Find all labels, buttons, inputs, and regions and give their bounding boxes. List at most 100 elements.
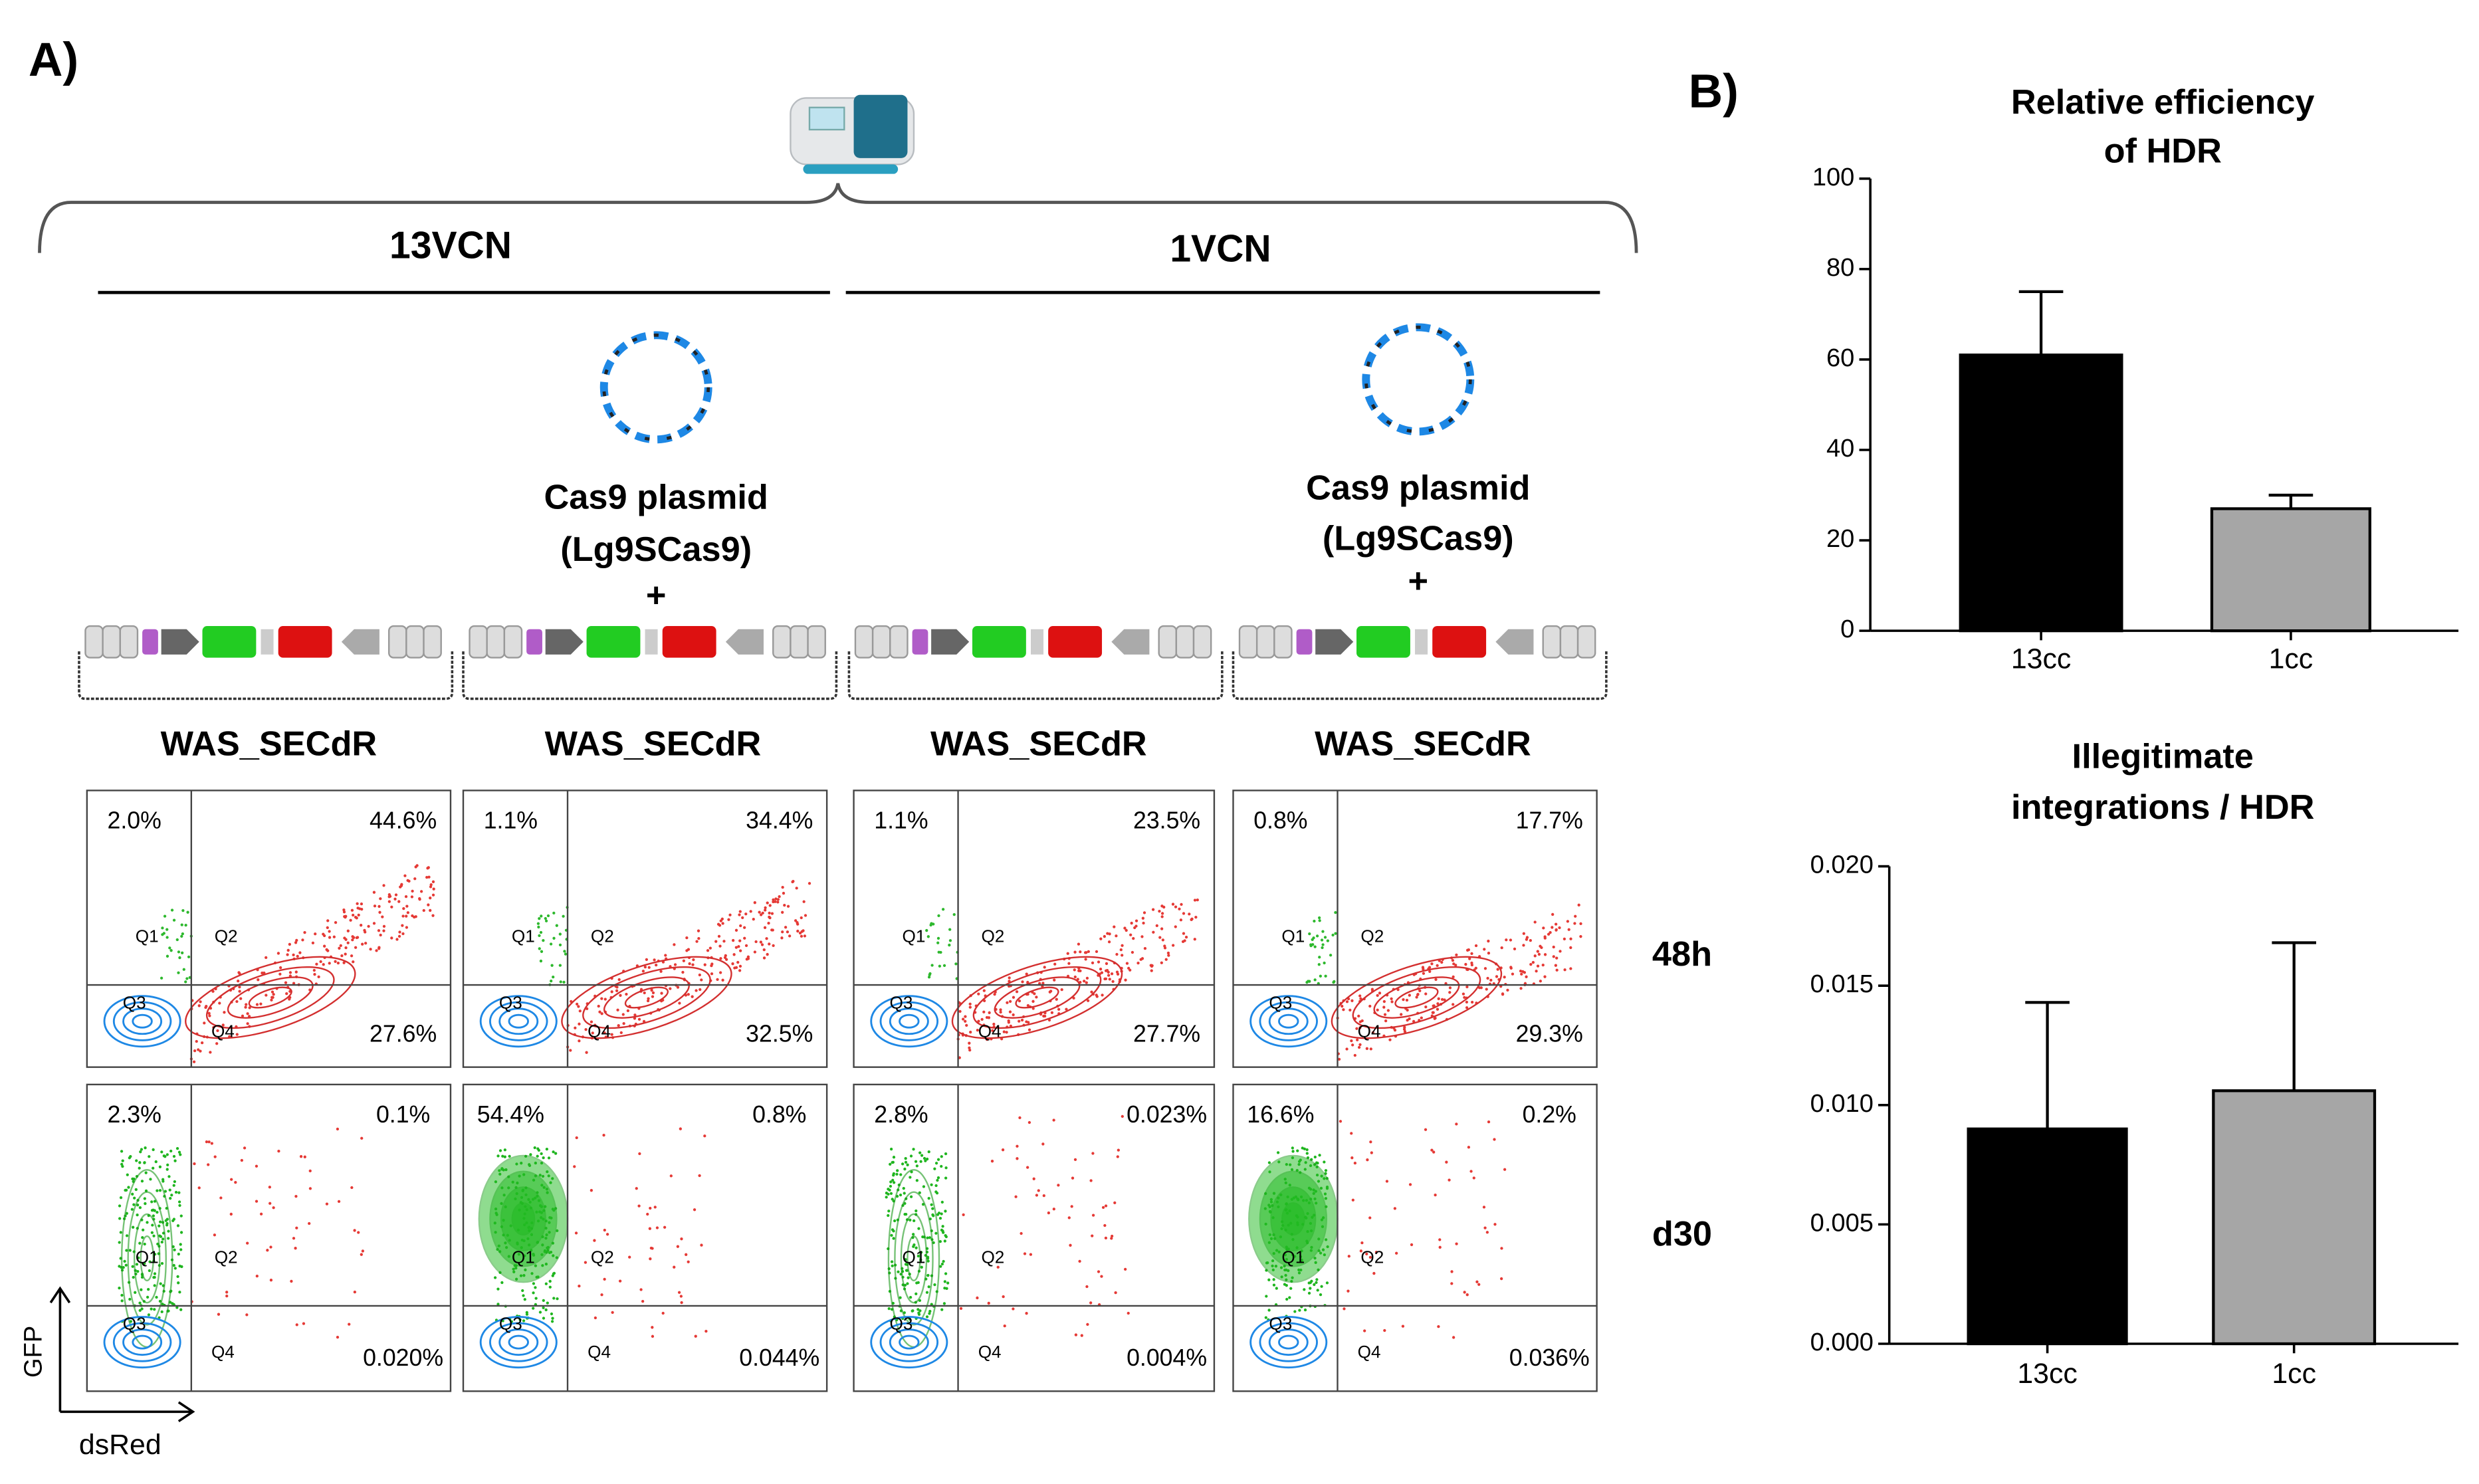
- contour: [907, 1235, 921, 1282]
- event-dot: [303, 931, 306, 934]
- event-dot: [1448, 991, 1452, 994]
- contour: [127, 1191, 167, 1326]
- event-dot: [637, 1017, 641, 1021]
- event-dot: [539, 930, 543, 934]
- contour: [899, 1334, 920, 1350]
- construct-part: [1273, 625, 1293, 659]
- event-dot: [387, 895, 391, 899]
- event-dot: [1108, 932, 1111, 936]
- event-dot: [1495, 975, 1499, 978]
- event-dot: [1265, 1295, 1268, 1298]
- event-dot: [908, 1317, 911, 1321]
- event-dot: [924, 1159, 927, 1162]
- event-dot: [936, 941, 940, 944]
- event-dot: [284, 981, 288, 984]
- event-dot: [1318, 956, 1321, 959]
- event-dot: [431, 893, 435, 897]
- event-dot: [1365, 1252, 1368, 1255]
- event-dot: [738, 913, 741, 916]
- construct-part: [854, 625, 874, 659]
- event-dot: [1577, 903, 1580, 906]
- event-dot: [1029, 1253, 1033, 1256]
- event-dot: [887, 1210, 891, 1213]
- event-dot: [895, 1172, 899, 1176]
- event-dot: [342, 961, 346, 964]
- event-dot: [1104, 969, 1108, 972]
- event-dot: [663, 1225, 667, 1229]
- chart-title: integrations / HDR: [2011, 788, 2314, 827]
- quadrant-percent: 0.004%: [1127, 1344, 1207, 1371]
- event-dot: [685, 949, 689, 952]
- event-dot: [397, 934, 401, 938]
- event-dot: [897, 1270, 900, 1273]
- event-dot: [661, 1311, 665, 1315]
- event-dot: [219, 1196, 223, 1200]
- y-tick-label: 40: [1826, 435, 1854, 463]
- event-dot: [1424, 1006, 1428, 1009]
- event-dot: [169, 949, 173, 952]
- event-dot: [178, 1291, 181, 1294]
- construct-part: [1559, 625, 1579, 659]
- event-dot: [1015, 990, 1019, 994]
- event-dot: [1320, 938, 1324, 942]
- event-dot: [1084, 958, 1087, 961]
- bar: [1959, 353, 2123, 633]
- event-dot: [1027, 1120, 1031, 1124]
- event-dot: [140, 1288, 143, 1291]
- event-dot: [181, 951, 184, 954]
- event-dot: [1554, 964, 1557, 967]
- event-dot: [399, 884, 403, 887]
- event-dot: [1500, 1277, 1503, 1281]
- event-dot: [322, 934, 326, 938]
- event-dot: [1384, 1019, 1388, 1023]
- event-dot: [578, 1022, 581, 1025]
- event-dot: [1483, 967, 1487, 970]
- event-dot: [1097, 960, 1101, 964]
- event-dot: [1119, 948, 1123, 952]
- event-dot: [295, 1323, 298, 1326]
- event-dot: [942, 1302, 946, 1305]
- event-dot: [1163, 944, 1166, 948]
- construct-part: [1576, 625, 1596, 659]
- construct-part: [405, 625, 425, 659]
- construct-part: [1432, 626, 1487, 658]
- contour: [122, 1328, 163, 1356]
- event-dot: [165, 936, 169, 939]
- event-dot: [653, 958, 656, 962]
- event-dot: [144, 1202, 147, 1206]
- event-dot: [429, 897, 432, 900]
- event-dot: [1107, 974, 1111, 977]
- event-dot: [1050, 1011, 1054, 1014]
- event-dot: [717, 934, 721, 938]
- event-dot: [523, 1298, 526, 1301]
- event-dot: [1172, 944, 1175, 947]
- event-dot: [786, 930, 790, 934]
- construct-part: [1315, 629, 1354, 655]
- event-dot: [673, 1265, 676, 1269]
- event-dot: [942, 964, 946, 967]
- event-dot: [643, 965, 647, 969]
- event-dot: [1105, 962, 1109, 966]
- event-dot: [165, 928, 169, 931]
- event-dot: [1178, 907, 1181, 910]
- event-dot: [1555, 968, 1559, 972]
- event-dot: [1487, 952, 1491, 955]
- event-dot: [1366, 1158, 1369, 1162]
- event-dot: [1021, 980, 1024, 984]
- event-dot: [753, 901, 756, 904]
- event-dot: [180, 1265, 183, 1269]
- event-dot: [1174, 925, 1177, 928]
- event-dot: [1067, 962, 1071, 965]
- event-dot: [1448, 986, 1452, 990]
- event-dot: [938, 1239, 942, 1243]
- quadrant-percent: 0.023%: [1127, 1101, 1207, 1128]
- event-dot: [1308, 932, 1311, 936]
- event-dot: [904, 1258, 907, 1261]
- event-dot: [1408, 1017, 1411, 1021]
- event-dot: [915, 1292, 918, 1296]
- event-dot: [889, 1162, 892, 1166]
- event-dot: [1264, 1316, 1267, 1319]
- event-dot: [635, 1187, 638, 1190]
- event-dot: [298, 951, 302, 954]
